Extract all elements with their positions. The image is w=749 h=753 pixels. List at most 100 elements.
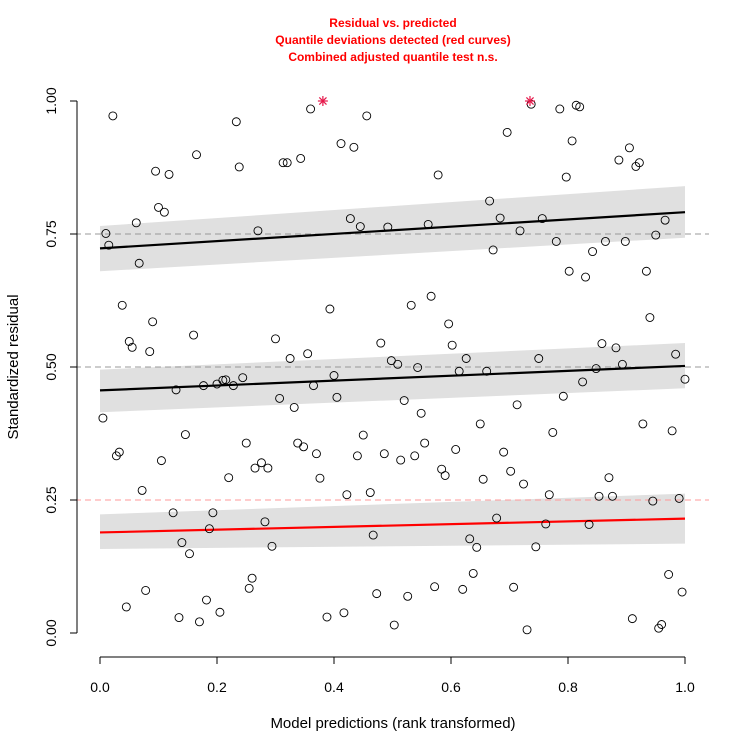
chart-title-line-2: Quantile deviations detected (red curves…: [275, 33, 510, 47]
data-point: [671, 349, 681, 359]
data-point: [376, 338, 386, 348]
data-point: [124, 337, 134, 346]
data-point: [680, 374, 690, 384]
data-point: [627, 614, 637, 624]
outlier-star: [524, 96, 535, 106]
data-point: [177, 538, 187, 548]
data-point: [315, 473, 325, 483]
y-tick-label: 0.75: [43, 220, 59, 247]
data-point: [506, 466, 516, 476]
data-point: [238, 373, 248, 383]
data-point: [180, 430, 190, 440]
data-point: [194, 617, 204, 627]
data-point: [561, 172, 571, 182]
data-point: [515, 226, 525, 236]
data-point: [482, 366, 492, 376]
data-point: [221, 375, 231, 385]
data-point: [430, 582, 440, 592]
quantile-fit-line-q0.75: [99, 211, 686, 250]
confidence-band-q0.25: [100, 493, 685, 549]
data-point: [512, 400, 522, 410]
data-point: [247, 573, 257, 583]
data-point: [475, 419, 485, 429]
data-point: [289, 402, 299, 412]
data-point: [185, 549, 194, 559]
x-tick-label: 0.0: [90, 679, 110, 695]
data-point: [159, 207, 169, 217]
data-point: [368, 530, 378, 540]
x-tick-label: 0.4: [324, 679, 344, 695]
data-point: [617, 359, 627, 369]
data-point: [531, 542, 541, 552]
data-point: [257, 458, 266, 468]
data-point: [502, 127, 512, 137]
data-point: [611, 343, 621, 353]
data-point: [148, 317, 158, 327]
data-point: [234, 162, 244, 172]
data-point: [332, 392, 342, 402]
data-point: [241, 438, 251, 448]
data-point: [664, 570, 674, 579]
reference-lines: [75, 233, 709, 501]
data-point: [174, 613, 184, 623]
data-point: [624, 143, 634, 153]
data-point: [454, 366, 464, 376]
data-point: [393, 359, 403, 369]
data-point: [584, 520, 594, 529]
data-point: [620, 236, 630, 246]
data-point: [383, 222, 393, 232]
data-point: [396, 455, 406, 465]
data-point: [104, 240, 114, 250]
data-point: [345, 214, 355, 224]
data-point: [478, 474, 488, 484]
data-point: [534, 354, 544, 363]
data-point: [488, 245, 498, 255]
data-point: [231, 117, 241, 127]
data-point: [567, 136, 577, 146]
data-point: [329, 371, 339, 380]
data-point: [164, 169, 174, 179]
data-point: [349, 142, 359, 152]
data-point: [544, 490, 554, 500]
data-point: [444, 319, 454, 329]
y-axis-title: Standardized residual: [5, 294, 22, 439]
data-point: [677, 587, 687, 597]
y-tick-label: 0.50: [43, 353, 59, 380]
data-point: [365, 488, 375, 498]
data-point: [309, 381, 318, 391]
data-point: [244, 583, 254, 593]
data-point: [336, 139, 346, 149]
data-point: [134, 258, 144, 268]
data-point: [600, 236, 610, 246]
data-point: [420, 438, 430, 448]
data-point: [168, 508, 178, 518]
data-point: [156, 456, 166, 466]
data-point: [399, 396, 409, 405]
data-point: [604, 473, 614, 483]
axes: 0.0 0.2 0.4 0.6 0.8 1.0 0.00 0.25 0.50 0.75 1.00: [43, 87, 695, 695]
data-point: [137, 485, 147, 495]
data-point: [492, 513, 502, 523]
data-point: [189, 330, 199, 340]
data-point: [495, 213, 505, 223]
residual-points: [98, 99, 690, 635]
chart-title-line-1: Residual vs. predicted: [329, 16, 456, 30]
data-point: [597, 339, 607, 349]
data-point: [472, 542, 482, 552]
data-point: [250, 463, 260, 473]
data-point: [564, 266, 574, 276]
data-point: [406, 300, 416, 310]
data-point: [548, 427, 558, 437]
data-point: [228, 381, 238, 391]
data-point: [296, 154, 306, 163]
data-point: [141, 585, 151, 595]
data-point: [218, 375, 228, 385]
chart-title-line-3: Combined adjusted quantile test n.s.: [288, 50, 497, 64]
data-point: [362, 111, 372, 121]
data-point: [403, 591, 413, 601]
data-point: [648, 496, 658, 506]
data-point: [171, 385, 181, 395]
data-point: [303, 349, 313, 359]
data-point: [499, 447, 509, 457]
